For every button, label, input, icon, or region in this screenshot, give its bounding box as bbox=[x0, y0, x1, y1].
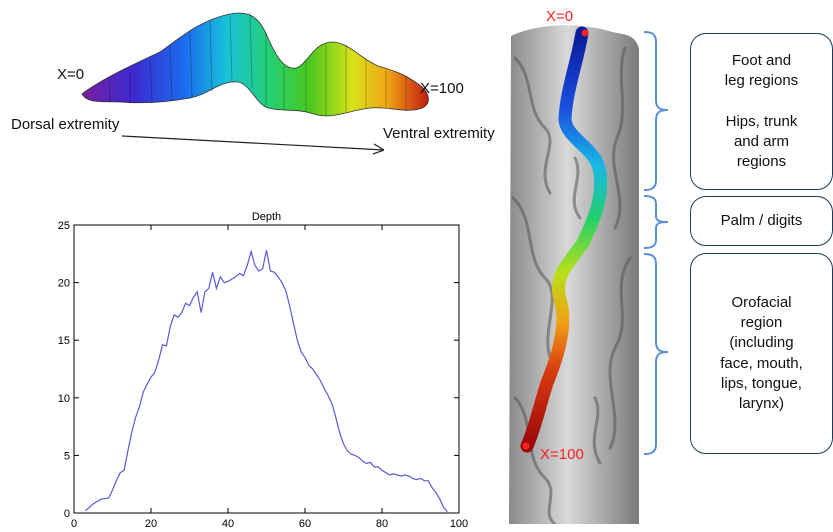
brain-bottom-label: X=100 bbox=[540, 446, 584, 463]
region-braces bbox=[643, 31, 669, 455]
region-box-orofacial: Orofacial region (including face, mouth,… bbox=[690, 253, 833, 454]
sulcus-start-label: X=0 bbox=[57, 66, 85, 83]
depth-chart: Depth 0 20 40 60 80 100 0 5 10 15 20 25 bbox=[58, 211, 468, 530]
ventral-extremity-label: Ventral extremity bbox=[383, 125, 495, 142]
direction-arrow bbox=[121, 135, 385, 155]
brain-surface bbox=[509, 25, 639, 524]
region-box-foot-leg-hips: Foot and leg regions Hips, trunk and arm… bbox=[690, 33, 833, 190]
depth-series-line bbox=[85, 249, 448, 513]
y-tick-label: 0 bbox=[64, 508, 70, 520]
y-tick-label: 25 bbox=[58, 220, 70, 232]
brace-upper bbox=[643, 31, 669, 191]
brace-middle bbox=[643, 195, 669, 249]
chart-title: Depth bbox=[252, 211, 281, 223]
x-tick-label: 100 bbox=[450, 518, 468, 530]
sulcus-3d-model bbox=[81, 11, 429, 117]
y-tick-label: 20 bbox=[58, 278, 70, 290]
brace-lower bbox=[643, 253, 669, 455]
x-tick-label: 40 bbox=[222, 518, 234, 530]
region-box-palm-digits: Palm / digits bbox=[690, 196, 833, 246]
x-tick-label: 60 bbox=[299, 518, 311, 530]
x-tick-label: 20 bbox=[145, 518, 157, 530]
x-tick-label: 80 bbox=[376, 518, 388, 530]
y-tick-label: 15 bbox=[58, 335, 70, 347]
y-tick-label: 10 bbox=[58, 393, 70, 405]
plot-frame bbox=[73, 224, 460, 514]
dorsal-extremity-label: Dorsal extremity bbox=[11, 116, 120, 133]
x-tick-label: 0 bbox=[71, 518, 77, 530]
sulcus-end-label: X=100 bbox=[420, 80, 464, 97]
y-tick-label: 5 bbox=[64, 450, 70, 462]
brain-top-label: X=0 bbox=[546, 8, 574, 25]
